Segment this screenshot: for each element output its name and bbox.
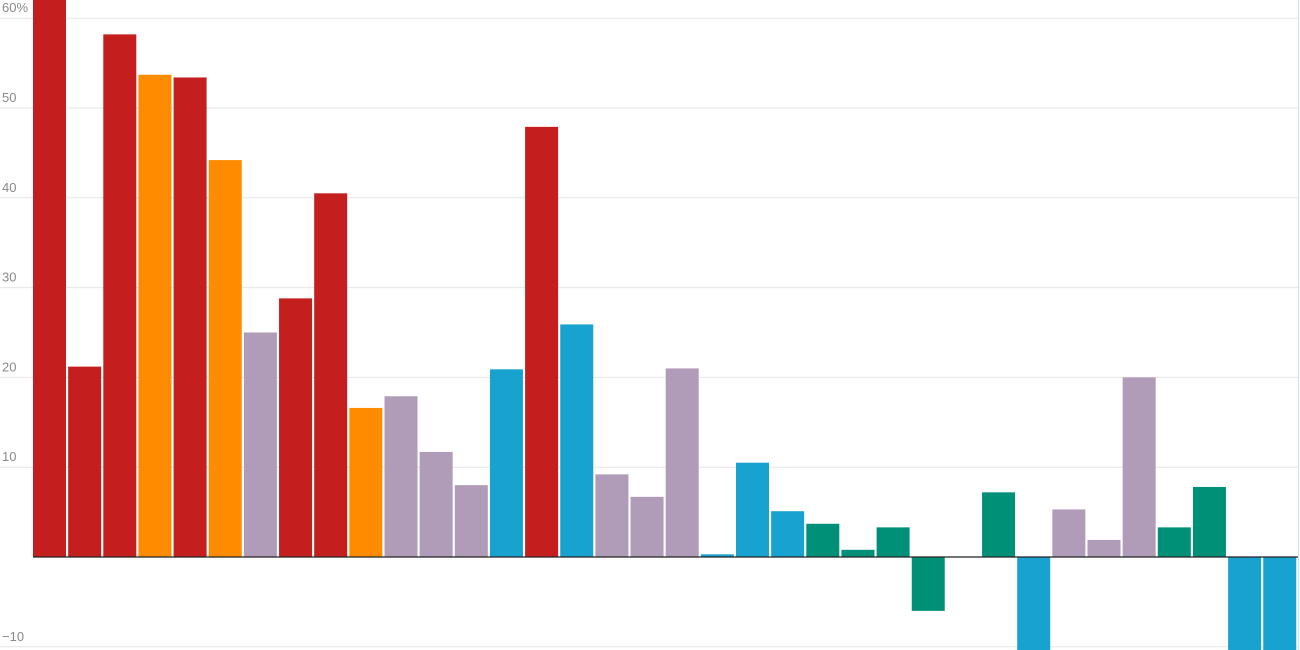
bar-15 <box>525 126 559 558</box>
bar-20 <box>700 554 734 557</box>
bars-layer <box>33 0 1297 650</box>
bar-9 <box>314 193 348 557</box>
bar-30 <box>1052 509 1086 557</box>
bar-28 <box>982 492 1016 557</box>
bar-14 <box>489 369 523 557</box>
bar-4 <box>138 74 172 558</box>
bar-22 <box>771 511 805 557</box>
bar-24 <box>841 549 875 557</box>
y-tick-label: 30 <box>2 270 16 285</box>
y-tick-label: −10 <box>2 629 24 644</box>
bar-2 <box>68 366 102 557</box>
bar-36 <box>1263 557 1297 650</box>
y-tick-label: 40 <box>2 180 16 195</box>
bar-35 <box>1228 557 1262 650</box>
y-tick-label: 60% <box>2 0 28 15</box>
bar-21 <box>736 462 769 557</box>
bar-8 <box>279 298 313 557</box>
y-tick-label: 50 <box>2 90 16 105</box>
bar-33 <box>1157 527 1191 557</box>
bar-13 <box>454 485 488 557</box>
tick-labels-layer: 60% 50 40 30 20 10 −10 <box>2 0 28 644</box>
bar-18 <box>630 496 664 557</box>
bar-17 <box>595 474 629 557</box>
bar-29 <box>1017 557 1051 650</box>
bar-26 <box>911 557 945 611</box>
bar-25 <box>876 527 910 557</box>
bar-10 <box>349 407 383 557</box>
bar-1 <box>33 0 66 557</box>
bar-31 <box>1087 539 1121 557</box>
bar-3 <box>103 34 137 558</box>
bar-19 <box>665 368 699 557</box>
y-tick-label: 20 <box>2 359 16 374</box>
bar-5 <box>173 77 207 557</box>
bar-32 <box>1122 377 1156 557</box>
bar-23 <box>806 523 840 557</box>
bar-7 <box>243 332 277 557</box>
bar-12 <box>419 451 453 557</box>
bar-11 <box>384 396 418 557</box>
y-tick-label: 10 <box>2 449 16 464</box>
bar-34 <box>1192 486 1226 557</box>
bar-6 <box>208 160 242 557</box>
bar-16 <box>560 324 594 557</box>
